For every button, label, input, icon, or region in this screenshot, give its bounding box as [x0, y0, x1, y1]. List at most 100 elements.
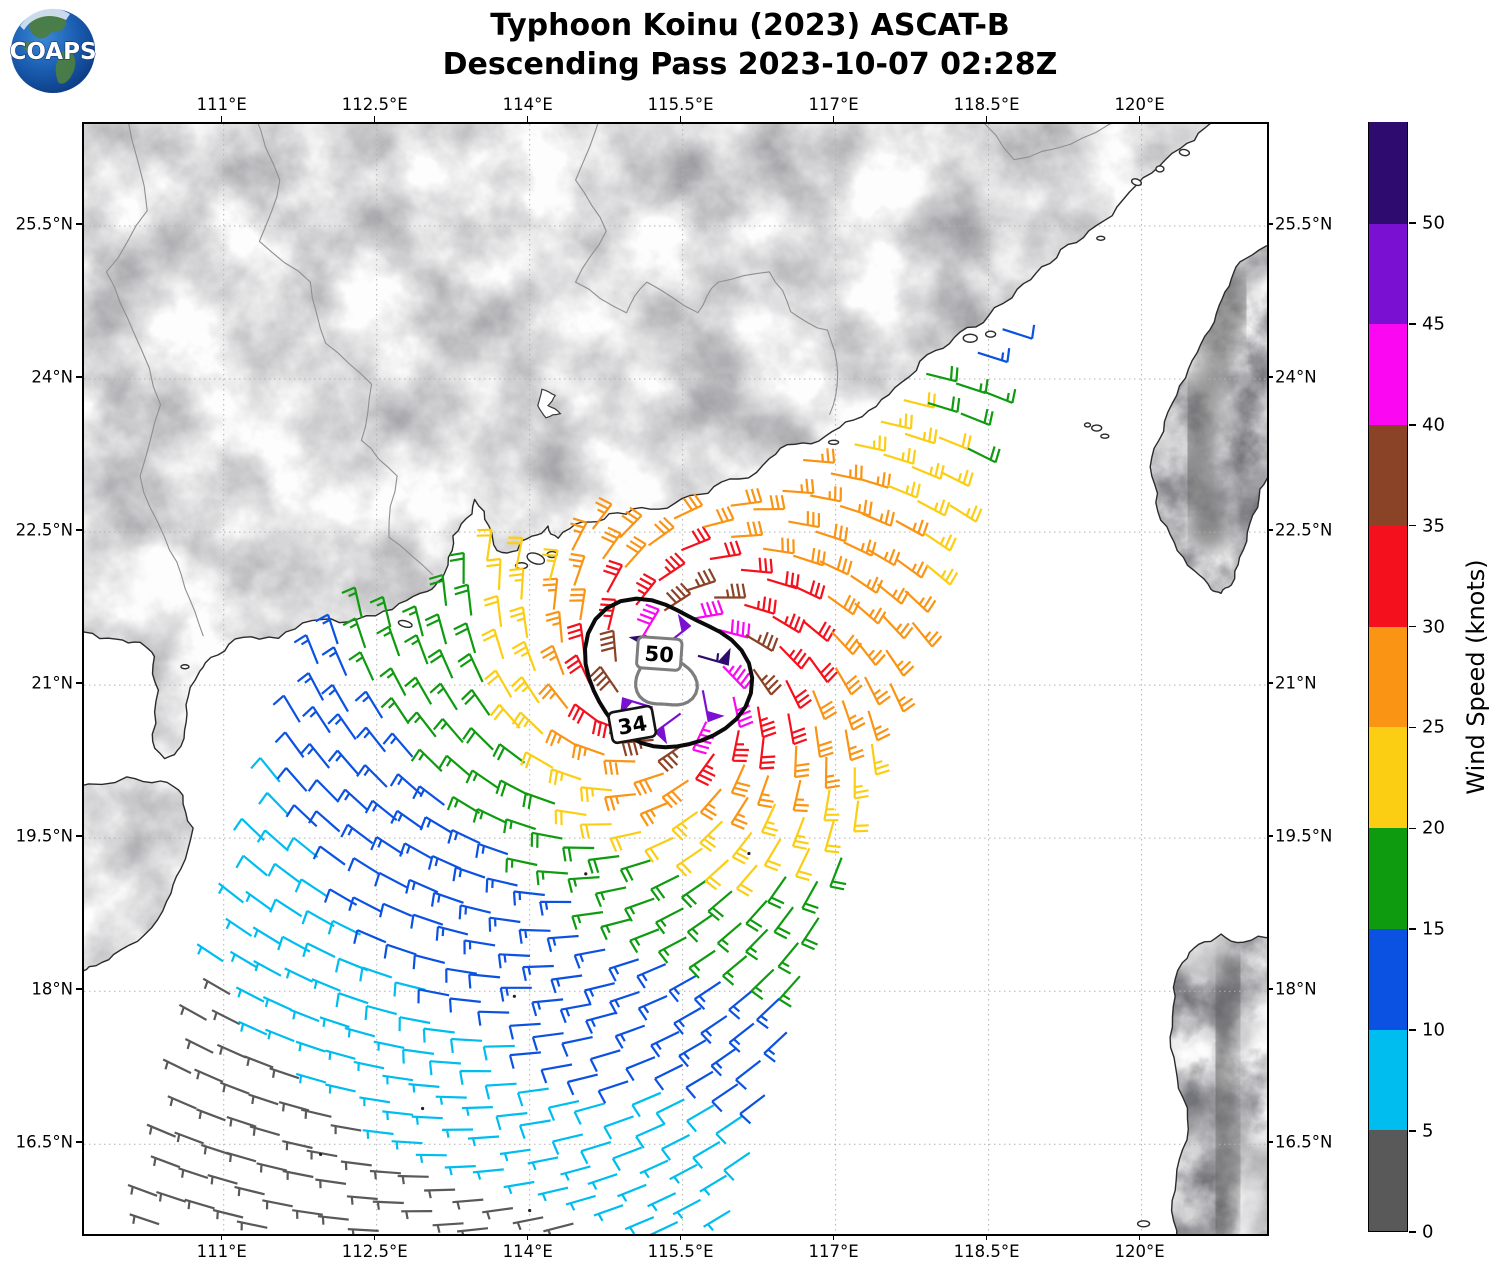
wind-barb — [301, 909, 335, 928]
lon-tick-mark — [220, 116, 223, 122]
colorbar-segment-40-45 — [1369, 323, 1407, 426]
wind-barb — [631, 1091, 662, 1118]
wind-barb — [196, 943, 224, 963]
wind-barb — [550, 974, 583, 994]
colorbar-bar — [1368, 122, 1408, 1232]
wind-barb — [619, 506, 643, 539]
wind-barb — [867, 710, 891, 742]
wind-barb — [704, 859, 730, 891]
wind-barb — [661, 779, 690, 809]
wind-barb — [808, 656, 838, 683]
wind-barb — [327, 713, 357, 741]
wind-barb — [458, 904, 491, 920]
lat-tick-mark — [1267, 682, 1273, 684]
wind-barb — [688, 949, 716, 979]
lon-tick-mark — [1138, 1234, 1141, 1240]
wind-barb — [404, 676, 433, 705]
wind-barb — [707, 890, 733, 922]
wind-barb — [559, 1003, 592, 1024]
wind-barb — [531, 998, 564, 1017]
wind-barb — [911, 462, 945, 480]
wind-barb — [923, 532, 957, 552]
wind-barb — [735, 1059, 762, 1091]
colorbar-segment-5-10 — [1369, 1029, 1407, 1131]
wind-barb — [714, 583, 747, 599]
wind-barb — [864, 676, 891, 706]
wind-barb — [701, 690, 725, 723]
lat-tick-label-right: 25.5°N — [1275, 214, 1333, 234]
wind-barb — [293, 634, 319, 665]
wind-barb — [693, 980, 722, 1010]
wind-barb — [551, 1133, 584, 1155]
wind-barb — [735, 864, 758, 897]
wind-barb — [730, 487, 763, 507]
colorbar: 0 5 10 15 20 25 30 35 40 45 50 — [1368, 122, 1503, 1243]
lat-tick-mark — [76, 1141, 82, 1143]
wind-barb — [624, 535, 647, 569]
lon-tick-label-bottom: 112.5°E — [341, 1242, 408, 1261]
wind-barb — [609, 830, 642, 852]
wind-barb — [492, 743, 526, 764]
wind-barb — [608, 958, 640, 982]
lon-tick-label-bottom: 115.5°E — [647, 1242, 714, 1261]
colorbar-tick-mark — [1409, 928, 1416, 931]
wind-barb — [475, 842, 509, 858]
wind-barb — [814, 726, 834, 759]
lat-tick-label-left: 25.5°N — [15, 214, 73, 234]
wind-barb — [603, 559, 624, 593]
wind-barb — [146, 1123, 177, 1138]
wind-barb — [625, 1056, 656, 1082]
wind-barb — [321, 646, 348, 677]
wind-barb — [348, 651, 375, 681]
wind-barb — [571, 743, 605, 761]
wind-barb — [235, 986, 265, 1003]
wind-barb — [668, 974, 697, 1003]
wind-barb — [566, 622, 586, 655]
lat-tick-mark — [1267, 223, 1273, 225]
wind-barb — [599, 629, 617, 662]
wind-barb — [762, 537, 795, 555]
wind-barb — [535, 870, 568, 886]
wind-barb — [411, 1115, 443, 1125]
wind-barb — [410, 913, 444, 929]
wind-barb — [167, 1095, 197, 1110]
wind-barb — [410, 748, 443, 772]
lon-tick-mark — [985, 1234, 988, 1240]
wind-barb — [447, 829, 481, 845]
wind-barb — [861, 509, 895, 527]
wind-barb — [599, 918, 632, 941]
chart-title: Typhoon Koinu (2023) ASCAT-B Descending … — [90, 6, 1410, 84]
wind-barb — [579, 823, 612, 839]
colorbar-tick-label: 35 — [1422, 515, 1445, 537]
wind-barb — [722, 664, 754, 690]
lon-tick-label-top: 115.5°E — [647, 95, 714, 114]
colorbar-tick-mark — [1409, 625, 1416, 628]
wind-barb — [484, 669, 513, 698]
wind-barb — [429, 682, 458, 711]
wind-barb — [468, 973, 501, 989]
wind-barb — [311, 978, 341, 992]
wind-barb — [353, 1060, 385, 1071]
wind-barb — [763, 838, 782, 872]
wind-barb — [568, 552, 586, 586]
wind-barb — [537, 1186, 569, 1202]
wind-barb — [449, 551, 465, 584]
wind-barb — [673, 493, 704, 520]
wind-barb — [459, 1069, 492, 1085]
lon-tick-mark — [373, 1234, 376, 1240]
wind-barb — [803, 620, 836, 643]
wind-barb — [782, 478, 815, 495]
lon-tick-label-top: 114°E — [502, 95, 553, 114]
wind-barb — [354, 690, 384, 719]
wind-barb — [692, 1140, 721, 1170]
wind-barb — [629, 928, 660, 954]
wind-barb — [226, 1115, 257, 1128]
wind-barb — [306, 1149, 338, 1160]
wind-barb — [308, 810, 341, 833]
wind-barb — [282, 1169, 314, 1180]
lat-tick-label-right: 21°N — [1275, 673, 1317, 693]
wind-barb — [639, 801, 670, 827]
wind-barb — [827, 594, 861, 616]
wind-barb — [545, 729, 579, 748]
wind-barb — [150, 1155, 181, 1169]
